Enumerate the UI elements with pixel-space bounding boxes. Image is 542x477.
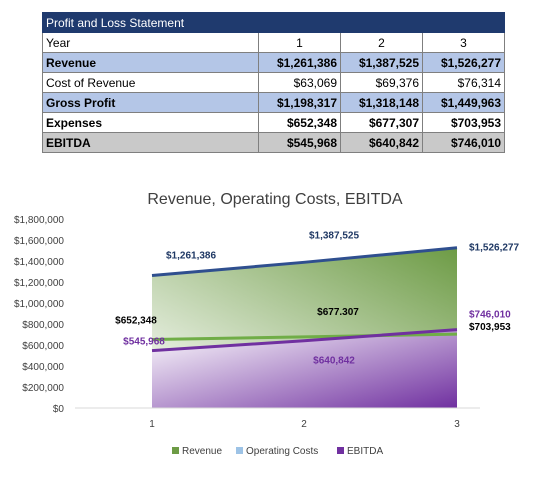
data-labels: $1,261,386 $1,387,525 $1,526,277 $652,348 $6…: [115, 230, 519, 366]
legend-swatch: [236, 447, 243, 454]
row-value: $746,010: [421, 132, 506, 153]
revenue-line: [151, 246, 458, 278]
legend-swatch: [337, 447, 344, 454]
y-tick-label: $600,000: [22, 341, 64, 352]
data-label: $703,953: [469, 322, 511, 333]
x-tick-label: 1: [149, 419, 155, 430]
header-col-2: 2: [340, 32, 423, 53]
row-value: $1,449,963: [421, 92, 506, 113]
chart-lines: [151, 246, 458, 353]
y-tick-label: $400,000: [22, 362, 64, 373]
row-value: $1,261,386: [258, 52, 341, 73]
x-tick-label: 3: [454, 419, 460, 430]
y-axis: $0 $200,000 $400,000 $600,000 $800,000 $1,000…: [14, 215, 64, 415]
row-label: Gross Profit: [42, 92, 259, 113]
row-revenue: Revenue $1,261,386 $1,387,525 $1,526,277: [42, 52, 506, 73]
ebitda-area: [152, 329, 457, 408]
row-label: Revenue: [42, 52, 259, 73]
table-header-row: Year 1 2 3: [42, 32, 506, 53]
data-label: $746,010: [469, 310, 511, 321]
header-col-1: 1: [258, 32, 341, 53]
data-label: $677.307: [317, 307, 359, 318]
row-ebitda: EBITDA $545,968 $640,842 $746,010: [42, 132, 506, 153]
table-title-row: Profit and Loss Statement: [41, 12, 506, 33]
row-value: $69,376: [340, 72, 423, 93]
data-label: $1,261,386: [166, 251, 216, 262]
y-tick-label: $200,000: [22, 383, 64, 394]
row-label: Cost of Revenue: [42, 72, 259, 93]
row-value: $677,307: [340, 112, 423, 133]
data-label: $545,968: [123, 337, 165, 348]
y-tick-label: $1,800,000: [14, 215, 64, 226]
y-tick-label: $1,000,000: [14, 299, 64, 310]
y-tick-label: $0: [53, 404, 65, 415]
row-value: $63,069: [258, 72, 341, 93]
row-label: EBITDA: [42, 132, 259, 153]
row-value: $1,526,277: [421, 52, 506, 73]
row-value: $545,968: [258, 132, 341, 153]
legend: Revenue Operating Costs EBITDA: [172, 446, 383, 457]
legend-entry: Revenue: [182, 446, 222, 457]
y-tick-label: $1,400,000: [14, 257, 64, 268]
data-label: $640,842: [313, 356, 355, 367]
row-cost-of-revenue: Cost of Revenue $63,069 $69,376 $76,314: [42, 72, 506, 93]
x-axis: 1 2 3: [75, 407, 480, 430]
y-tick-label: $800,000: [22, 320, 64, 331]
table-title: Profit and Loss Statement: [41, 12, 506, 33]
chart-title: Revenue, Operating Costs, EBITDA: [147, 191, 403, 208]
row-value: $652,348: [258, 112, 341, 133]
y-tick-label: $1,600,000: [14, 236, 64, 247]
data-label: $1,526,277: [469, 243, 519, 254]
row-value: $1,387,525: [340, 52, 423, 73]
chart-areas: [152, 247, 457, 408]
row-value: $76,314: [421, 72, 506, 93]
data-label: $1,387,525: [309, 230, 359, 241]
row-label: Expenses: [42, 112, 259, 133]
profit-loss-table: Profit and Loss Statement Year 1 2 3 Rev…: [41, 12, 506, 153]
x-tick-label: 2: [301, 419, 307, 430]
legend-swatch: [172, 447, 179, 454]
row-value: $703,953: [421, 112, 506, 133]
row-value: $640,842: [340, 132, 423, 153]
legend-entry: Operating Costs: [246, 446, 318, 457]
row-value: $1,318,148: [340, 92, 423, 113]
revenue-costs-ebitda-chart: Revenue, Operating Costs, EBITDA $0 $200,…: [14, 191, 520, 457]
legend-entry: EBITDA: [347, 446, 383, 457]
row-value: $1,198,317: [258, 92, 341, 113]
header-col-3: 3: [421, 32, 506, 53]
data-label: $652,348: [115, 316, 157, 327]
row-expenses: Expenses $652,348 $677,307 $703,953: [42, 112, 506, 133]
y-tick-label: $1,200,000: [14, 278, 64, 289]
ebitda-line: [151, 328, 458, 353]
row-gross-profit: Gross Profit $1,198,317 $1,318,148 $1,44…: [42, 92, 506, 113]
operating-costs-line: [151, 332, 458, 342]
header-year: Year: [42, 32, 259, 53]
